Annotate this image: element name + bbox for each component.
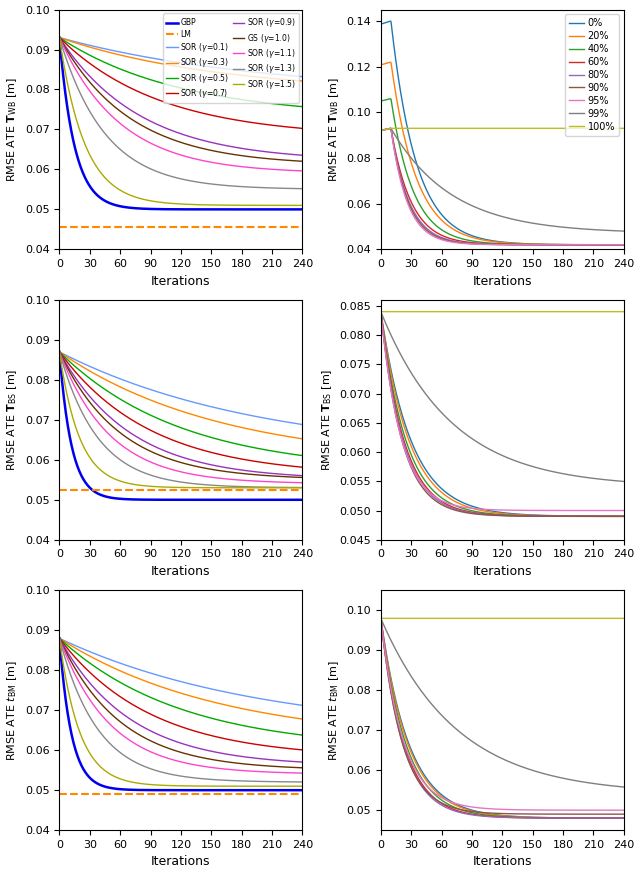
X-axis label: Iterations: Iterations [151,856,211,869]
Y-axis label: RMSE ATE $t_{\mathrm{BM}}$ [m]: RMSE ATE $t_{\mathrm{BM}}$ [m] [327,660,340,760]
Y-axis label: RMSE ATE $t_{\mathrm{BM}}$ [m]: RMSE ATE $t_{\mathrm{BM}}$ [m] [6,660,19,760]
X-axis label: Iterations: Iterations [151,274,211,288]
Y-axis label: RMSE ATE $\mathbf{T}_{\mathrm{BS}}$ [m]: RMSE ATE $\mathbf{T}_{\mathrm{BS}}$ [m] [6,369,19,471]
Y-axis label: RMSE ATE $\mathbf{T}_{\mathrm{BS}}$ [m]: RMSE ATE $\mathbf{T}_{\mathrm{BS}}$ [m] [320,369,334,471]
X-axis label: Iterations: Iterations [472,856,532,869]
X-axis label: Iterations: Iterations [472,565,532,578]
Y-axis label: RMSE ATE $\mathbf{T}_{\mathrm{WB}}$ [m]: RMSE ATE $\mathbf{T}_{\mathrm{WB}}$ [m] [327,77,340,182]
X-axis label: Iterations: Iterations [151,565,211,578]
Legend: GBP, LM, SOR ($\gamma$=0.1), SOR ($\gamma$=0.3), SOR ($\gamma$=0.5), SOR ($\gamm: GBP, LM, SOR ($\gamma$=0.1), SOR ($\gamm… [163,13,299,103]
Legend: 0%, 20%, 40%, 60%, 80%, 90%, 95%, 99%, 100%: 0%, 20%, 40%, 60%, 80%, 90%, 95%, 99%, 1… [565,14,619,135]
X-axis label: Iterations: Iterations [472,274,532,288]
Y-axis label: RMSE ATE $\mathbf{T}_{\mathrm{WB}}$ [m]: RMSE ATE $\mathbf{T}_{\mathrm{WB}}$ [m] [6,77,19,182]
